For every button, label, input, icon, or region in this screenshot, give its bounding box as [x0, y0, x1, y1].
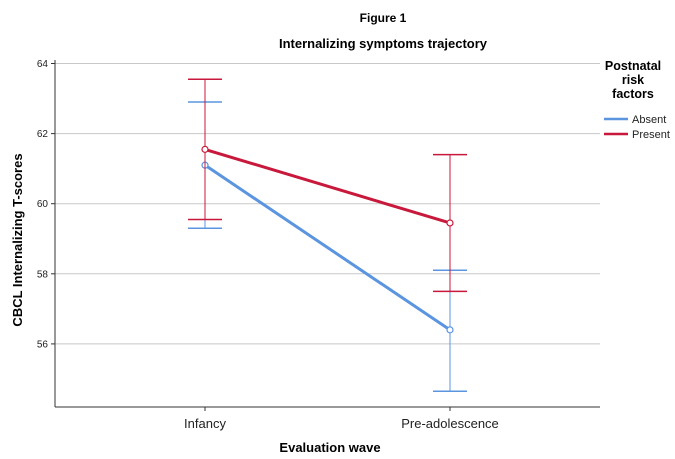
x-axis-title: Evaluation wave — [279, 440, 380, 455]
legend-label-present: Present — [632, 129, 670, 141]
grid-lines — [55, 63, 600, 345]
x-axis-categories: Infancy Pre-adolescence — [184, 407, 499, 431]
data-point-present-1 — [446, 219, 454, 227]
x-tick-label-0: Infancy — [184, 416, 226, 431]
series-present — [188, 78, 467, 293]
legend-label-absent: Absent — [632, 114, 666, 126]
legend-title-line-1: Postnatal — [605, 59, 661, 73]
y-tick-label-60: 60 — [37, 199, 49, 210]
series-line-absent — [204, 163, 451, 332]
legend-title-line-2: risk — [622, 73, 644, 87]
x-tick-label-1: Pre-adolescence — [401, 416, 499, 431]
y-tick-label-62: 62 — [37, 129, 49, 140]
series-absent — [188, 101, 467, 392]
y-tick-label-64: 64 — [37, 59, 49, 70]
y-axis-ticks: 56 58 60 62 64 — [37, 59, 55, 350]
chart-title: Internalizing symptoms trajectory — [279, 36, 488, 51]
legend: Postnatal risk factors Absent Present — [604, 59, 670, 141]
data-point-absent-1 — [446, 326, 454, 334]
data-point-present-0 — [201, 145, 209, 153]
series-line-present — [204, 147, 451, 225]
y-axis-title: CBCL Internalizing T-scores — [10, 153, 25, 326]
figure-label: Figure 1 — [360, 11, 407, 25]
legend-title-line-3: factors — [612, 87, 654, 101]
y-tick-label-56: 56 — [37, 339, 49, 350]
y-tick-label-58: 58 — [37, 269, 49, 280]
series-layer — [188, 78, 467, 392]
